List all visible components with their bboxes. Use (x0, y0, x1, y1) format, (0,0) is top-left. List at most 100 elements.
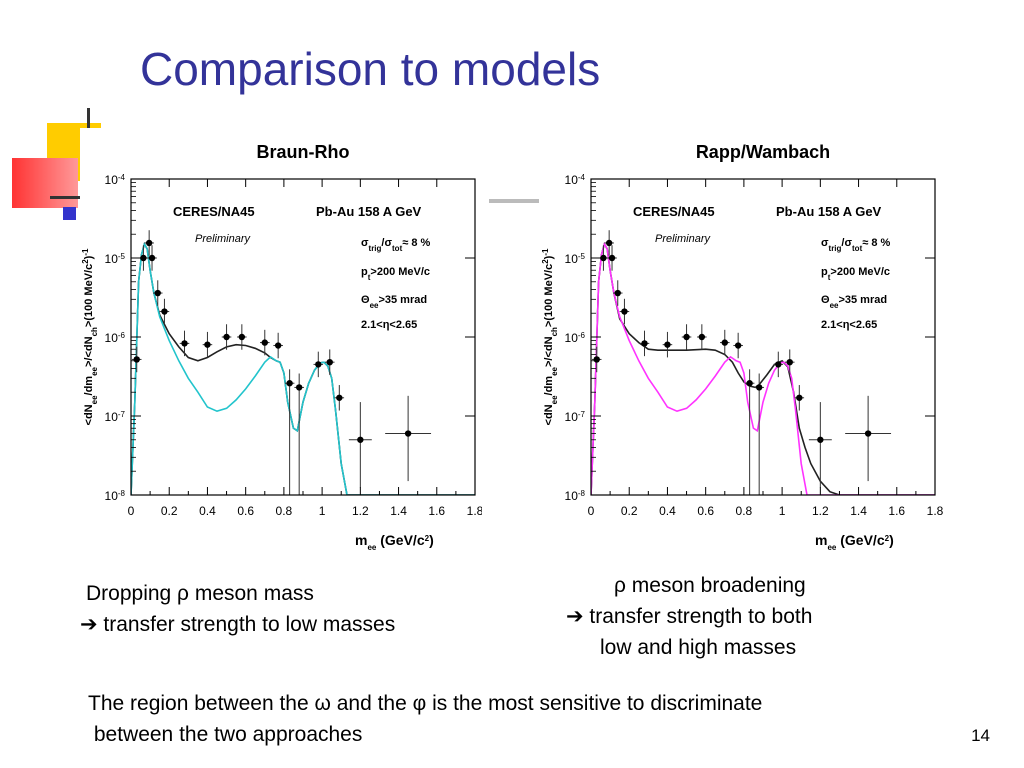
data-point (754, 373, 764, 495)
cut-centrality-part: /σ (841, 237, 852, 249)
chart-panel-rapp-wambach: Rapp/Wambach 0 0.2 0.4 0.6 0.8 1 1.2 1.4 1.6 1.8 10… (540, 128, 950, 558)
cut-eta: 2.1<η<2.65 (361, 319, 417, 331)
cut-opening-angle-part: ee (370, 301, 379, 310)
cut-pt-part: t (828, 273, 831, 282)
data-point (313, 351, 324, 378)
data-point-marker (786, 358, 793, 366)
y-tick-label: 10-5 (565, 252, 586, 267)
x-tick-label: 1.2 (812, 504, 829, 518)
series-line-1 (591, 242, 935, 495)
data-point-marker (295, 384, 303, 391)
bottom-text-line-1: The region between the ω and the φ is th… (88, 692, 763, 715)
cut-opening-angle-part: Θ (361, 294, 370, 306)
data-point-marker (614, 289, 621, 297)
data-point (138, 245, 149, 271)
panel-experiment: CERES/NA45 (633, 204, 715, 219)
x-axis-label-part: 2 (425, 534, 430, 543)
y-axis-label-part: /dm (543, 376, 555, 396)
y-tick-label-part: -4 (118, 173, 126, 182)
data-point-marker (140, 254, 147, 262)
y-axis-label-part: ee (550, 395, 559, 404)
chart-title: Rapp/Wambach (696, 142, 830, 162)
data-point (794, 385, 805, 411)
data-point (334, 385, 345, 411)
cut-centrality-part: ≈ 8 % (402, 237, 430, 249)
cut-pt-part: t (368, 273, 371, 282)
cut-centrality-part: trig (369, 244, 382, 253)
y-axis-label-part: 2 (81, 259, 90, 264)
data-point (324, 349, 335, 375)
y-axis-label-part: 2 (541, 259, 550, 264)
data-point (202, 331, 213, 358)
y-tick-label: 10-5 (105, 252, 126, 267)
cut-opening-angle-part: >35 mrad (838, 294, 887, 306)
cut-pt-part: p (821, 266, 828, 278)
y-tick-label-part: 10 (565, 410, 579, 424)
data-point (697, 324, 707, 350)
x-tick-label: 0.8 (736, 504, 753, 518)
data-point-marker (148, 254, 156, 262)
y-tick-label: 10-7 (105, 410, 126, 425)
y-tick-label: 10-4 (105, 173, 126, 188)
cut-centrality-part: ≈ 8 % (862, 237, 890, 249)
x-tick-label: 0.8 (276, 504, 293, 518)
data-point-marker (404, 430, 412, 437)
y-tick-label-part: 10 (565, 489, 579, 503)
panel-status: Preliminary (195, 233, 252, 245)
data-point-marker (286, 380, 293, 387)
cut-opening-angle-part: >35 mrad (378, 294, 427, 306)
y-axis-label-part: ee (90, 395, 99, 404)
y-tick-label-part: 10 (105, 331, 119, 345)
cut-centrality-part: trig (829, 244, 842, 253)
y-tick-label-part: 10 (565, 252, 579, 266)
data-point-marker (600, 254, 607, 262)
panel-status: Preliminary (655, 233, 712, 245)
x-axis-label-part: 2 (885, 534, 890, 543)
x-tick-label: 1.6 (888, 504, 905, 518)
data-point-marker (817, 436, 824, 443)
data-point-marker (775, 361, 782, 368)
x-tick-label: 1 (779, 504, 786, 518)
y-axis-label: <dNee/dmee>/<dNch>(100 MeV/c2)-1 (541, 248, 559, 425)
data-point-marker (223, 333, 230, 341)
x-axis-label: mee (GeV/c2) (355, 532, 434, 552)
y-axis-label-part: /dm (83, 376, 95, 396)
data-point-marker (145, 239, 153, 247)
data-point-marker (605, 239, 613, 247)
series-line-2 (591, 242, 935, 495)
data-point (348, 402, 372, 488)
y-axis-label-part: >/<dN (83, 336, 95, 367)
data-point (733, 332, 743, 359)
cut-centrality-part: tot (392, 244, 403, 253)
y-tick-label-part: -8 (118, 489, 126, 498)
data-point-marker (154, 289, 161, 297)
right-caption-line-3: low and high masses (600, 636, 797, 659)
y-tick-label: 10-4 (565, 173, 586, 188)
panel-experiment: CERES/NA45 (173, 204, 255, 219)
cut-opening-angle-part: ee (830, 301, 839, 310)
right-caption-line-1: ρ meson broadening (614, 574, 806, 597)
data-point-marker (357, 436, 364, 443)
y-axis-label-part: <dN (83, 404, 95, 425)
data-point (237, 324, 247, 350)
cut-centrality-part: tot (852, 244, 863, 253)
cut-eta: 2.1<η<2.65 (821, 319, 877, 331)
x-tick-label: 1.8 (467, 504, 482, 518)
data-point (598, 245, 609, 271)
x-axis-label: mee (GeV/c2) (815, 532, 894, 552)
y-tick-label-part: -6 (578, 331, 586, 340)
data-point-marker (204, 341, 211, 348)
y-axis-label-part: ee (90, 366, 99, 375)
x-axis-label-part: ee (827, 543, 836, 552)
x-tick-label: 0 (588, 504, 595, 518)
y-tick-label-part: -7 (578, 410, 586, 419)
decor-horizontal-line (50, 196, 98, 199)
y-tick-label-part: 10 (565, 173, 579, 187)
x-tick-label: 0.6 (697, 504, 714, 518)
y-tick-label-part: 10 (105, 489, 119, 503)
x-axis-label-part: (GeV/c (836, 532, 884, 548)
decor-red-square (12, 158, 78, 208)
plot-frame (130, 178, 476, 496)
data-point-marker (315, 361, 322, 368)
cut-pt: pt>200 MeV/c (821, 266, 890, 282)
